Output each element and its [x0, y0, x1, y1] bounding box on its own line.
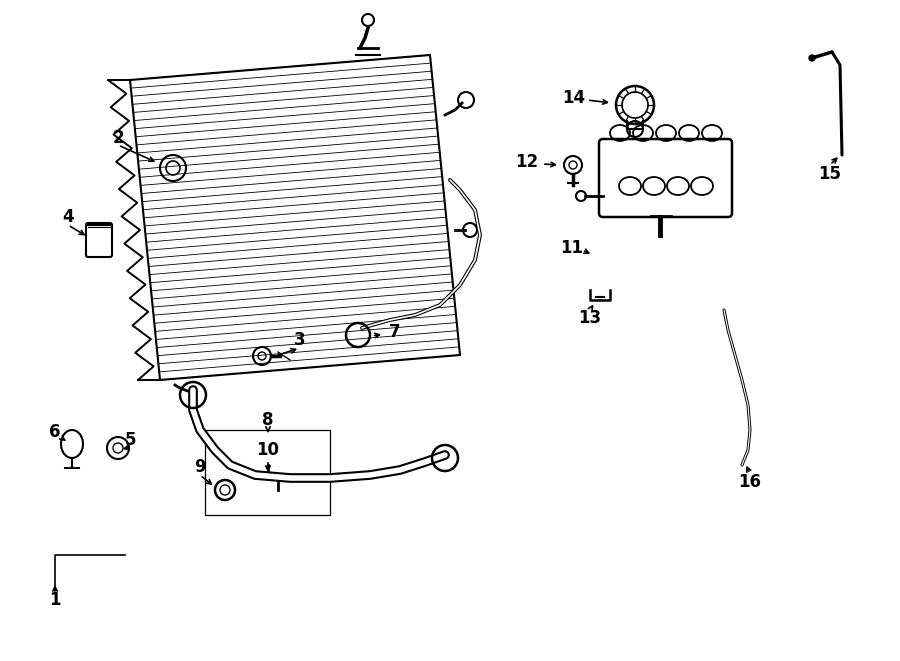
- Text: 8: 8: [262, 411, 274, 429]
- Text: 6: 6: [50, 423, 61, 441]
- Text: 4: 4: [62, 208, 74, 226]
- Text: 9: 9: [194, 458, 206, 476]
- Text: 7: 7: [389, 323, 400, 341]
- Text: 11: 11: [561, 239, 583, 257]
- Text: 14: 14: [562, 89, 586, 107]
- Circle shape: [809, 55, 815, 61]
- Text: 5: 5: [124, 431, 136, 449]
- Text: 2: 2: [112, 129, 124, 147]
- Text: 16: 16: [739, 473, 761, 491]
- Text: 3: 3: [294, 331, 306, 349]
- Text: 13: 13: [579, 309, 601, 327]
- Text: 10: 10: [256, 441, 280, 459]
- Text: 15: 15: [818, 165, 842, 183]
- Text: 1: 1: [50, 591, 61, 609]
- Text: 12: 12: [516, 153, 538, 171]
